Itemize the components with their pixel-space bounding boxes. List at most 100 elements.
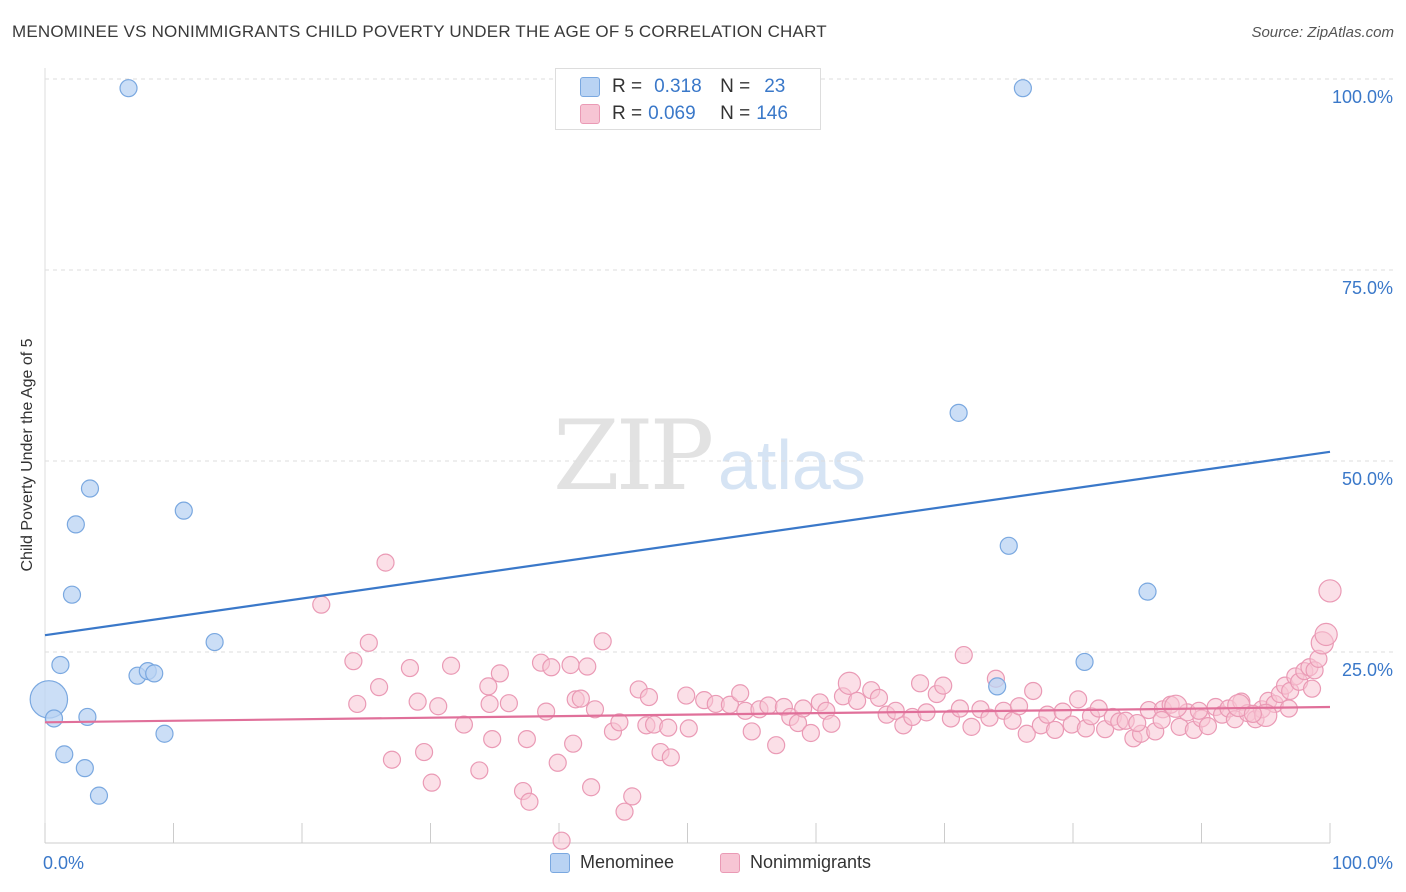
stats-row-menominee: R = 0.318 N = 23 xyxy=(580,74,785,100)
x-tick-label: 0.0% xyxy=(43,853,84,873)
menominee-point xyxy=(75,759,94,778)
nonimmigrants-point xyxy=(517,729,536,749)
menominee-point xyxy=(999,536,1018,555)
nonimmigrants-point xyxy=(578,657,597,676)
legend-item-menominee: Menominee xyxy=(550,852,674,873)
nonimmigrants-point xyxy=(1164,694,1188,718)
nonimmigrants-point xyxy=(408,692,427,711)
nonimmigrants-point xyxy=(520,792,539,811)
nonimmigrants-point xyxy=(454,715,474,734)
nonimmigrants-point xyxy=(954,645,973,665)
menominee-point xyxy=(80,479,100,498)
legend-label-nonimmigrants: Nonimmigrants xyxy=(750,852,872,872)
nonimmigrants-point xyxy=(499,694,518,713)
menominee-swatch xyxy=(580,77,600,97)
nonimmigrants-point xyxy=(962,717,981,736)
nonimmigrants-point xyxy=(376,553,395,572)
y-axis-label: Child Poverty Under the Age of 5 xyxy=(19,338,36,572)
y-tick-label: 50.0% xyxy=(1342,469,1393,489)
nonimmigrants-point xyxy=(1314,622,1338,647)
nonimmigrants-point xyxy=(837,671,862,695)
bottom-legend: Menominee Nonimmigrants xyxy=(0,852,1406,876)
legend-swatch-nonimmigrants xyxy=(720,852,740,873)
nonimmigrants-point xyxy=(1302,679,1322,698)
menominee-point xyxy=(145,664,164,683)
stats-legend: R = 0.318 N = 23 R = 0.069 N = 146 xyxy=(555,68,821,130)
source-credit: Source: ZipAtlas.com xyxy=(1251,24,1394,41)
nonimmigrants-point xyxy=(1038,705,1057,724)
nonimmigrants-point xyxy=(623,787,642,806)
nonimmigrants-point xyxy=(794,699,813,718)
nonimmigrants-point xyxy=(1198,717,1218,736)
legend-label-menominee: Menominee xyxy=(580,852,675,872)
nonimmigrants-point xyxy=(1069,690,1088,709)
nonimmigrants-point xyxy=(348,694,367,714)
nonimmigrants-point xyxy=(548,753,567,772)
nonimmigrants-point xyxy=(1009,697,1029,716)
n-value: 146 xyxy=(756,103,788,124)
nonimmigrants-point xyxy=(1318,579,1342,603)
menominee-point xyxy=(1138,582,1157,601)
y-tick-label: 75.0% xyxy=(1342,278,1393,298)
menominee-point xyxy=(119,79,138,98)
nonimmigrants-point xyxy=(801,723,820,743)
nonimmigrants-swatch xyxy=(580,104,600,124)
nonimmigrants-point xyxy=(1045,720,1065,740)
nonimmigrants-point xyxy=(822,714,841,733)
menominee-point xyxy=(66,515,85,534)
menominee-point xyxy=(1013,79,1032,98)
r-label: R = xyxy=(612,103,643,124)
menominee-point xyxy=(51,655,70,675)
menominee-point xyxy=(55,745,74,764)
nonimmigrants-point xyxy=(886,701,905,720)
stats-row-nonimmigrants: R = 0.069 N = 146 xyxy=(580,101,788,127)
nonimmigrants-point xyxy=(593,632,612,651)
n-label: N = xyxy=(720,76,751,97)
menominee-point xyxy=(44,709,64,728)
legend-swatch-menominee xyxy=(550,852,570,873)
nonimmigrants-point xyxy=(429,697,448,716)
nonimmigrants-point xyxy=(483,729,502,749)
menominee-point xyxy=(205,632,224,652)
nonimmigrants-point xyxy=(1243,704,1263,723)
nonimmigrants-point xyxy=(677,686,696,705)
r-value: 0.069 xyxy=(648,103,696,124)
nonimmigrants-point xyxy=(490,664,509,683)
menominee-point xyxy=(62,585,82,604)
nonimmigrants-point xyxy=(585,700,605,719)
nonimmigrants-point xyxy=(400,658,420,678)
nonimmigrants-point xyxy=(659,718,678,737)
nonimmigrants-point xyxy=(639,687,659,707)
nonimmigrants-point xyxy=(537,702,556,721)
menominee-point xyxy=(1075,652,1094,672)
menominee-point xyxy=(988,677,1007,696)
nonimmigrants-point xyxy=(1017,724,1036,743)
nonimmigrants-point xyxy=(561,655,580,675)
nonimmigrants-point xyxy=(414,742,434,762)
nonimmigrants-point xyxy=(610,713,629,732)
nonimmigrants-point xyxy=(480,694,499,714)
nonimmigrants-trend-line xyxy=(44,705,1331,724)
menominee-point xyxy=(155,724,174,743)
nonimmigrants-point xyxy=(910,674,930,693)
r-label: R = xyxy=(612,76,643,97)
menominee-point xyxy=(174,501,193,520)
nonimmigrants-point xyxy=(582,778,601,797)
nonimmigrants-point xyxy=(742,722,761,741)
nonimmigrants-point xyxy=(759,696,778,715)
menominee-point xyxy=(89,786,109,805)
n-value: 23 xyxy=(764,76,786,97)
nonimmigrants-point xyxy=(312,595,331,614)
nonimmigrants-point xyxy=(382,750,402,769)
nonimmigrants-point xyxy=(934,676,953,695)
nonimmigrants-point xyxy=(767,736,786,755)
nonimmigrants-point xyxy=(422,773,441,792)
nonimmigrants-point xyxy=(950,699,970,718)
chart-title: MENOMINEE VS NONIMMIGRANTS CHILD POVERTY… xyxy=(12,22,827,41)
nonimmigrants-point xyxy=(344,652,363,671)
legend-item-nonimmigrants: Nonimmigrants xyxy=(720,852,871,873)
nonimmigrants-point xyxy=(869,688,889,707)
nonimmigrants-point xyxy=(359,633,378,652)
nonimmigrants-point xyxy=(848,691,867,710)
